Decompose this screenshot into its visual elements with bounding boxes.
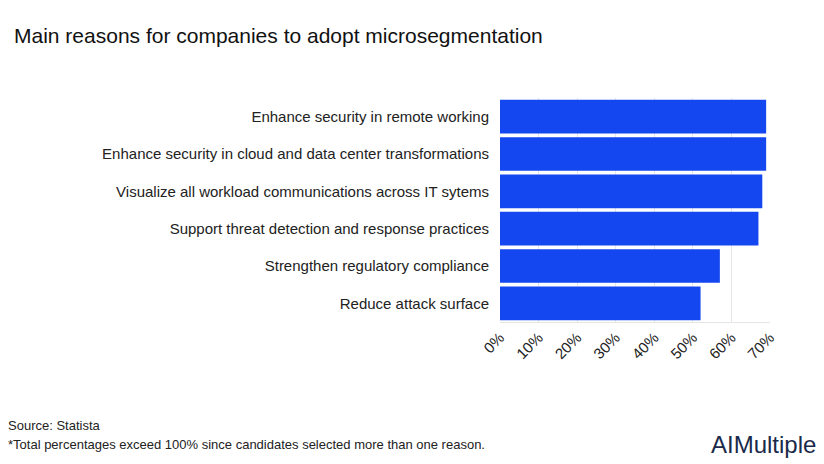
svg-text:Reduce attack surface: Reduce attack surface (340, 295, 489, 312)
svg-text:Source: Statista: Source: Statista (8, 418, 101, 433)
svg-text:40%: 40% (628, 329, 661, 362)
svg-text:30%: 30% (590, 329, 623, 362)
svg-text:Support threat detection and r: Support threat detection and response pr… (170, 220, 489, 237)
svg-text:AIMultiple: AIMultiple (711, 431, 816, 458)
svg-text:60%: 60% (706, 329, 739, 362)
svg-text:50%: 50% (667, 329, 700, 362)
svg-text:10%: 10% (513, 329, 546, 362)
svg-text:70%: 70% (744, 329, 777, 362)
svg-text:Strengthen regulatory complian: Strengthen regulatory compliance (265, 257, 489, 274)
svg-text:Visualize all workload communi: Visualize all workload communications ac… (116, 183, 489, 200)
svg-text:20%: 20% (551, 329, 584, 362)
svg-text:Enhance security in remote wor: Enhance security in remote working (251, 108, 489, 125)
svg-text:*Total percentages exceed 100%: *Total percentages exceed 100% since can… (8, 437, 485, 452)
svg-text:0%: 0% (480, 329, 507, 356)
svg-text:Enhance security in cloud and: Enhance security in cloud and data cente… (102, 145, 489, 162)
svg-text:Main reasons for companies to: Main reasons for companies to adopt micr… (14, 24, 543, 47)
